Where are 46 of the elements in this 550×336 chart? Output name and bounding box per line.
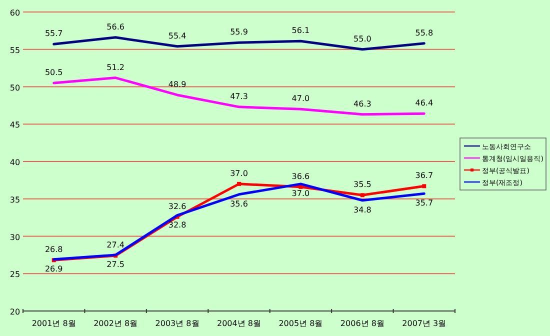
data-label: 51.2	[106, 62, 124, 72]
data-label: 35.5	[354, 180, 372, 190]
data-label: 47.0	[292, 94, 310, 104]
data-label: 26.9	[44, 264, 63, 274]
data-label: 56.6	[106, 22, 124, 32]
data-label: 37.0	[230, 168, 248, 178]
data-label: 36.7	[415, 171, 434, 180]
x-tick-label: 2006년 8월	[340, 319, 384, 328]
y-tick-label: 30	[10, 232, 20, 242]
data-label: 36.6	[292, 172, 310, 181]
y-tick-label: 60	[10, 8, 20, 18]
data-label: 55.0	[354, 34, 372, 44]
point	[360, 193, 364, 198]
data-label: 27.5	[106, 260, 124, 269]
y-tick-label: 50	[10, 83, 20, 92]
data-label: 46.4	[415, 98, 434, 108]
x-tick-label: 2002년 8월	[94, 319, 138, 328]
data-label: 55.9	[230, 28, 248, 37]
x-tick-label: 2005년 8월	[278, 319, 323, 328]
data-label: 37.0	[292, 188, 310, 198]
y-tick-label: 35	[10, 195, 20, 204]
data-label: 46.3	[354, 99, 372, 108]
data-label: 35.6	[230, 199, 248, 208]
data-label: 55.4	[168, 31, 186, 40]
x-tick-label: 2003년 8월	[155, 319, 200, 328]
y-tick-label: 55	[10, 46, 20, 55]
point	[237, 182, 241, 186]
point	[422, 184, 426, 188]
y-tick-label: 40	[10, 158, 20, 167]
x-tick-label: 2001년 8월	[32, 319, 76, 328]
data-label: 27.4	[106, 240, 124, 250]
x-tick-label: 2004년 8월	[217, 319, 261, 328]
data-label: 56.1	[292, 26, 310, 36]
y-tick-label: 25	[10, 270, 20, 280]
y-tick-label: 20	[10, 308, 20, 316]
y-tick-label: 45	[10, 120, 20, 130]
data-label: 55.8	[415, 28, 434, 38]
data-label: 55.7	[44, 29, 63, 38]
data-label: 26.8	[44, 245, 63, 254]
x-tick-label: 2007년 3월	[402, 319, 446, 328]
data-label: 32.6	[168, 202, 186, 211]
data-label: 35.7	[415, 198, 434, 208]
data-label: 50.5	[44, 68, 63, 78]
data-label: 34.8	[354, 205, 372, 214]
data-label: 32.8	[168, 220, 186, 230]
data-label: 47.3	[230, 92, 248, 101]
